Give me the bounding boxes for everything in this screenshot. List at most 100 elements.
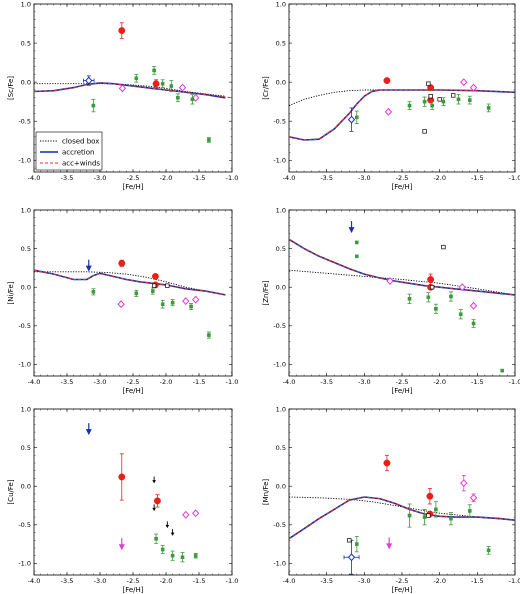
data-point-diamond-magenta [458,283,466,292]
data-point-diamond-magenta [192,295,200,304]
marker-square [407,513,412,518]
y-tick-label: 1.0 [276,206,286,214]
data-point-filled-circle-red [118,22,126,39]
x-tick-label: -2.0 [433,174,446,182]
y-tick-label: -0.5 [18,118,31,126]
data-point-open-square-black [422,129,427,134]
data-point-square-green [134,73,139,83]
data-point-square-green [407,293,412,304]
data-point-square-green [160,299,165,309]
curve-accretion [288,89,516,141]
marker-open-square [437,97,442,102]
x-axis-label: [Fe/H] [391,586,412,594]
marker-diamond [178,83,187,92]
data-point-diamond-magenta [182,510,190,519]
data-point-arrow-down-blue [348,221,355,234]
data-point-square-green [458,309,463,320]
marker-open-square [441,244,446,250]
data-point-square-green [206,137,211,143]
x-axis-label: [Fe/H] [122,387,143,395]
marker-square [430,103,434,108]
x-tick-label: -2.5 [396,174,409,182]
marker-square [207,333,211,337]
curve-closed-box [34,271,226,296]
data-point-diamond-magenta [386,277,394,285]
marker-square [500,368,504,373]
marker-square [154,536,158,541]
marker-circle [152,80,160,88]
y-axis-label: [Cr/Fe] [262,76,270,100]
marker-square [355,254,359,259]
data-point-diamond-blue [83,75,95,86]
marker-circle [151,272,159,280]
data-point-square-green [486,546,491,555]
marker-square [134,291,139,296]
marker-square [456,97,461,102]
x-axis-label: [Fe/H] [122,586,143,594]
y-axis-label: [Sc/Fe] [7,76,15,100]
marker-square [407,296,412,301]
data-point-square-green [430,101,435,110]
y-tick-label: 1.0 [21,206,31,214]
x-tick-label: -1.5 [193,378,206,386]
marker-square [207,138,211,142]
data-point-diamond-magenta [460,474,468,492]
x-tick-label: -2.5 [396,378,409,386]
data-point-filled-circle-red [383,77,391,85]
x-tick-label: -1.0 [509,577,520,585]
marker-square [169,84,174,88]
marker-square [189,304,193,309]
marker-circle [427,84,435,92]
data-point-square-green [160,79,165,89]
data-point-open-square-black [451,93,456,98]
y-tick-label: -1.0 [273,560,286,568]
y-tick-label: 0.5 [21,444,31,452]
marker-circle [426,492,434,500]
marker-square [486,548,491,553]
x-tick-label: -1.0 [509,378,520,386]
data-point-diamond-magenta [469,83,478,92]
marker-square [355,240,359,245]
curve-acc-winds [288,238,516,296]
data-point-arrow-down-small-black [152,504,156,512]
curve-acc-winds [33,269,226,296]
data-point-filled-circle-red [427,273,435,286]
plot-frame [288,209,516,377]
data-point-square-green [426,292,431,303]
marker-square [434,507,438,512]
marker-open-square [429,285,435,290]
marker-diamond [347,553,356,562]
marker-diamond [469,493,478,502]
plot-frame [288,3,516,173]
x-tick-label: -2.5 [127,577,140,585]
data-point-square-green [152,66,157,75]
data-point-square-green [433,501,438,518]
legend-label: accretion [62,149,94,157]
arrow-head [170,532,175,536]
data-point-square-green [354,110,359,124]
marker-square [422,99,427,104]
data-point-diamond-magenta [182,297,190,306]
x-tick-label: -2.0 [160,577,173,585]
marker-square [170,300,175,305]
x-tick-label: -2.5 [127,174,140,182]
x-tick-label: -1.0 [226,174,239,182]
arrow-head [152,507,156,512]
x-tick-label: -3.5 [320,174,333,182]
marker-circle [383,77,391,85]
x-tick-label: -2.5 [127,378,140,386]
panel-sc: -4.0 -3.5 -3.0 -2.5 -2.0 -1.5 -1.0 -1.0 -0.5 0.0 0… [7,0,238,191]
marker-square [471,321,476,326]
x-tick-label: -1.0 [226,577,239,585]
y-tick-label: -1.0 [18,361,31,369]
data-point-diamond-magenta [469,301,478,310]
data-point-open-square-black [429,285,435,290]
data-point-square-green [150,287,155,295]
x-tick-label: -1.0 [226,378,239,386]
curve-acc-winds [33,82,233,99]
x-tick-label: -2.0 [160,174,173,182]
marker-square [91,103,96,108]
data-point-open-square-black [426,513,431,518]
data-point-diamond-magenta [384,107,393,116]
